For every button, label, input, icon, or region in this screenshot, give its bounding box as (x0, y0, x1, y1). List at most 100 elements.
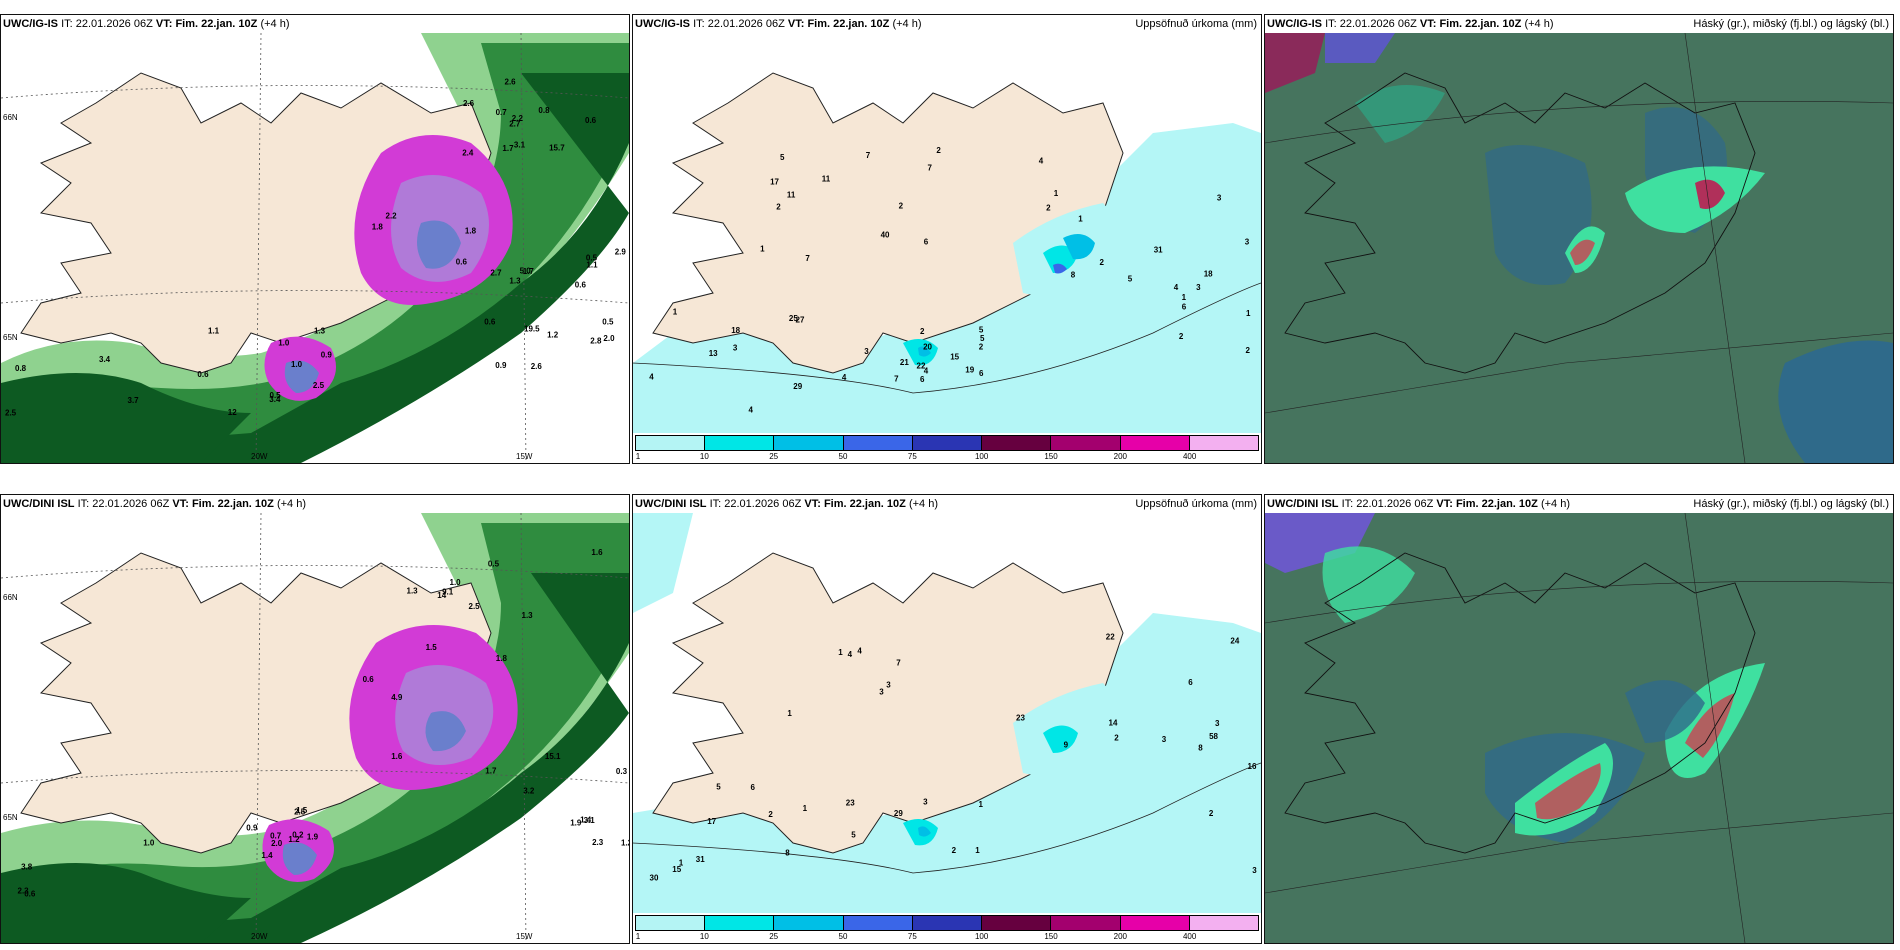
panel-header: UWC/IG-IS IT: 22.01.2026 06Z VT: Fim. 22… (1265, 15, 1893, 33)
colorbar-tick-label: 100 (974, 452, 989, 461)
colorbar-swatch (636, 436, 706, 450)
colorbar-swatch (982, 916, 1052, 930)
colorbar-swatch (1120, 436, 1190, 450)
value-label: 5 (980, 334, 985, 343)
value-label: 1.0 (291, 360, 303, 369)
value-label: 5 (716, 782, 721, 791)
colorbar-tick-label: 75 (907, 452, 917, 461)
value-label: 15 (672, 865, 681, 874)
value-label: 24 (1230, 636, 1239, 645)
value-label: 8 (1198, 744, 1203, 753)
precip-map: 2 1 2 1 1 5 6 7 4 3 2 1 16 14 17 24 23 22 29 30 23 31 9 3 3 3 8 8 6 1… (633, 513, 1261, 913)
value-label: 1.6 (591, 548, 603, 557)
value-label: 1 (1078, 215, 1083, 224)
value-label: 0.8 (15, 364, 27, 373)
value-label: 3 (1215, 719, 1220, 728)
it-value: 22.01.2026 06Z (707, 18, 785, 30)
colorbar-swatch (912, 916, 983, 930)
value-label: 2 (936, 146, 941, 155)
value-label: 0.2 (292, 831, 304, 840)
value-label: 3 (923, 798, 928, 807)
vt-label: VT: (155, 18, 173, 30)
value-label: 40 (881, 230, 890, 239)
value-label: 1.8 (372, 223, 384, 232)
value-label: 3.4 (269, 395, 281, 404)
lon-label: 15W (516, 452, 533, 461)
value-label: 1.0 (278, 338, 290, 347)
panel-overview-bottom: UWC/DINI ISL IT: 22.01.2026 06Z VT: Fim.… (0, 494, 630, 944)
value-label: 16 (1248, 762, 1257, 771)
lon-label: 20W (251, 932, 268, 941)
value-label: 5.0 (520, 266, 532, 275)
value-label: 1.3 (314, 327, 326, 336)
colorbar-swatch (705, 436, 775, 450)
value-label: 2 (768, 810, 773, 819)
value-label: 7 (805, 254, 810, 263)
value-label: 8 (785, 848, 790, 857)
value-label: 1.9 (570, 819, 582, 828)
value-label: 1.8 (496, 654, 508, 663)
it-value: 22.01.2026 06Z (1339, 18, 1417, 30)
value-label: 2 (1209, 809, 1214, 818)
value-label: 5 (851, 831, 856, 840)
value-label: 2 (1100, 258, 1105, 267)
vt-value: Fim. 22.jan. 10Z (175, 18, 258, 30)
it-label: IT: (1341, 498, 1354, 510)
value-label: 3.8 (21, 862, 33, 871)
precip-map-svg: 2121156743211614172423222930233193338861… (633, 513, 1261, 913)
value-label: 0.5 (488, 560, 500, 569)
colorbar-swatch (774, 916, 844, 930)
overview-map: 0.6 0.6 0.5 1.7 2.5 2.4 1.8 3.7 1.2 2.7 0.8 0.5 0.6 0… (1, 33, 629, 463)
value-label: 0.9 (321, 350, 333, 359)
value-label: 3.2 (523, 787, 535, 796)
model-name: UWC/IG-IS (3, 18, 58, 30)
value-label: 6 (1182, 302, 1187, 311)
value-label: 4 (848, 650, 853, 659)
model-name: UWC/IG-IS (1267, 18, 1322, 30)
value-label: 1 (760, 245, 765, 254)
colorbar-swatch (1120, 916, 1190, 930)
value-label: 1.7 (523, 267, 535, 276)
vt-label: VT: (1419, 18, 1437, 30)
lead-time: (+4 h) (1524, 18, 1554, 30)
colorbar-tick-label: 100 (974, 932, 989, 941)
colorbar-tick-label: 200 (1113, 452, 1128, 461)
vt-label: VT: (787, 18, 805, 30)
precip-map-svg: 2111212423125433443422651513182018112227… (633, 33, 1261, 433)
value-label: 0.7 (496, 108, 508, 117)
iceland-land (20, 72, 492, 374)
value-label: 3 (1196, 283, 1201, 292)
value-label: 2.8 (590, 336, 602, 345)
value-label: 6 (924, 237, 929, 246)
value-label: 0.5 (586, 254, 598, 263)
cloud-map (1265, 513, 1893, 943)
value-label: 2 (920, 327, 925, 336)
value-label: 1.8 (465, 227, 477, 236)
value-label: 1.9 (307, 833, 319, 842)
value-label: 5 (780, 153, 785, 162)
overview-map: 0.3 0.6 1.3 1.5 1.9 2.3 2.0 1.0 1.7 3.2 3.8 1.9 9.1 0… (1, 513, 629, 943)
iceland-land (652, 552, 1124, 854)
value-label: 2 (952, 846, 957, 855)
cloud-map-svg (1265, 33, 1893, 463)
colorbar-tick-label: 25 (769, 452, 779, 461)
value-label: 3 (1217, 194, 1222, 203)
panel-header: UWC/DINI ISL IT: 22.01.2026 06Z VT: Fim.… (633, 495, 1261, 513)
colorbar-swatch (636, 916, 706, 930)
value-label: 2.9 (615, 248, 627, 257)
value-label: 31 (696, 855, 705, 864)
value-label: 11 (822, 175, 831, 184)
value-label: 3 (864, 347, 869, 356)
colorbar-ticks: 1 10 25 50 75 100 150 200 400 (633, 932, 1261, 943)
value-label: 14 (437, 591, 446, 600)
lead-time: (+4 h) (892, 18, 922, 30)
value-label: 17 (770, 178, 779, 187)
precip-title: Uppsöfnuð úrkoma (mm) (1135, 498, 1257, 510)
colorbar-swatch (705, 916, 775, 930)
value-label: 4 (1039, 156, 1044, 165)
cloud-title: Háský (gr.), miðský (fj.bl.) og lágský (… (1693, 18, 1889, 30)
value-label: 5 (1128, 275, 1133, 284)
value-label: 1 (975, 846, 980, 855)
value-label: 3 (1162, 735, 1167, 744)
value-label: 2.3 (592, 838, 604, 847)
